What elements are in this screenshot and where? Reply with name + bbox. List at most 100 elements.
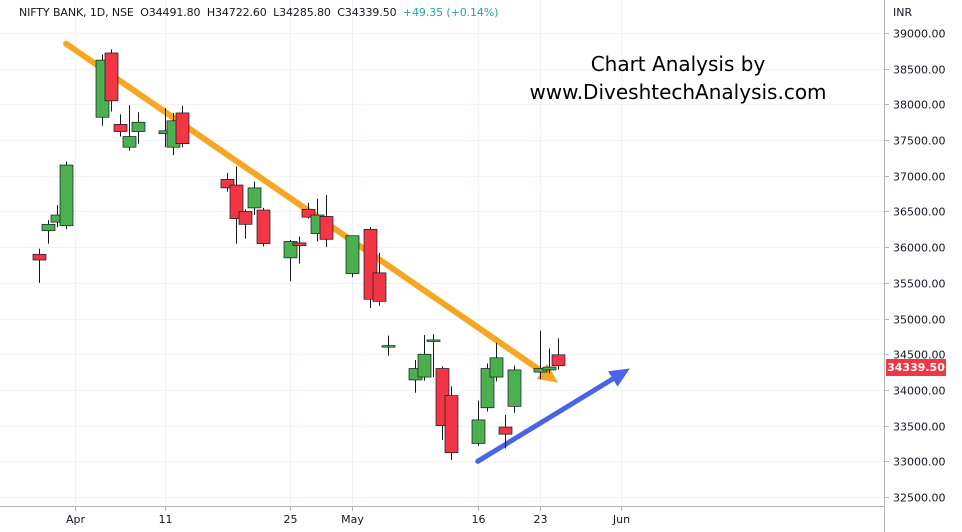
candle xyxy=(256,207,271,247)
candle xyxy=(345,235,360,278)
candle-body-down xyxy=(32,253,47,261)
candle-body-down xyxy=(444,395,459,454)
candle xyxy=(301,202,316,219)
trend-arrow[interactable] xyxy=(63,40,559,383)
candle xyxy=(238,209,253,239)
candle-body-up xyxy=(247,187,262,209)
candle xyxy=(498,414,513,449)
time-tick-label: 16 xyxy=(472,513,486,526)
candles xyxy=(32,49,566,460)
legend-high: H34722.60 xyxy=(206,6,267,19)
candle xyxy=(122,105,137,151)
price-tick-label: 35500.00 xyxy=(893,278,946,291)
price-axis[interactable]: 32500.00 33000.00 33500.00 34000.00 34500.00… xyxy=(884,28,946,505)
candle xyxy=(59,161,74,230)
price-tick-label: 37500.00 xyxy=(893,135,946,148)
price-tick-label: 34000.00 xyxy=(893,385,946,398)
candle xyxy=(292,236,307,264)
candle-body-down xyxy=(175,112,190,144)
candle-body-up xyxy=(381,345,396,348)
candle-body-down xyxy=(551,354,566,367)
candle-body-up xyxy=(471,419,486,444)
candle xyxy=(283,240,298,282)
candle xyxy=(372,252,387,306)
candle-body-up xyxy=(345,235,360,274)
price-tick-label: 34500.00 xyxy=(893,349,946,362)
candle-body-down xyxy=(220,178,235,189)
time-tick-label: 25 xyxy=(284,513,298,526)
candle-body-up xyxy=(122,136,137,148)
candle xyxy=(104,49,119,112)
candle-body-up xyxy=(417,353,432,378)
price-tick-label: 36000.00 xyxy=(893,242,946,255)
candle xyxy=(551,338,566,370)
candle xyxy=(319,195,334,248)
candle xyxy=(381,335,396,356)
candle xyxy=(533,330,548,380)
candle-body-up xyxy=(533,368,548,373)
candle xyxy=(426,334,441,378)
candle xyxy=(175,105,190,148)
price-tick-label: 35000.00 xyxy=(893,314,946,327)
candle-body-down xyxy=(301,208,316,218)
price-tick-label: 37000.00 xyxy=(893,171,946,184)
time-tick-label: May xyxy=(341,513,364,526)
price-tick-label: 38500.00 xyxy=(893,64,946,77)
candle xyxy=(32,248,47,283)
candle-body-up xyxy=(426,339,441,342)
price-tick-label: 36500.00 xyxy=(893,206,946,219)
candle xyxy=(444,386,459,460)
last-price-label: 34339.50 xyxy=(886,359,946,376)
candle xyxy=(247,181,262,216)
annotation-line-1: Chart Analysis by xyxy=(590,52,766,76)
price-axis-currency: INR xyxy=(893,6,913,19)
legend-change: +49.35 (+0.14%) xyxy=(402,6,499,19)
candle xyxy=(113,114,128,137)
time-tick-label: 11 xyxy=(159,513,173,526)
trend-arrowhead xyxy=(608,368,630,387)
candle xyxy=(507,365,522,413)
candle xyxy=(489,342,504,382)
candle xyxy=(471,400,486,446)
candle xyxy=(229,166,244,244)
candle-body-down xyxy=(238,211,253,225)
candle-body-up xyxy=(542,366,557,371)
candle-body-up xyxy=(41,223,56,232)
trend-lines[interactable] xyxy=(63,40,630,464)
time-tick-label: Jun xyxy=(612,513,630,526)
candle xyxy=(480,363,495,412)
time-tick-label: Apr xyxy=(66,513,86,526)
candle-body-down xyxy=(229,184,244,219)
legend-close: C34339.50 xyxy=(337,6,397,19)
time-tick-label: 23 xyxy=(534,513,548,526)
candle-body-up xyxy=(59,164,74,227)
chart-annotation: Chart Analysis by www.DiveshtechAnalysis… xyxy=(498,50,858,106)
time-axis[interactable]: Apr 11 25 May 16 23 Jun xyxy=(66,506,630,526)
trend-line[interactable] xyxy=(63,40,545,375)
candle-body-down xyxy=(319,216,334,240)
candle-body-up xyxy=(489,357,504,378)
candle-body-up xyxy=(131,121,146,132)
candle xyxy=(220,172,235,192)
candle-body-down xyxy=(292,242,307,247)
candle xyxy=(41,220,56,244)
trend-line[interactable] xyxy=(475,376,616,464)
candle xyxy=(131,112,146,144)
legend-symbol[interactable]: NIFTY BANK, 1D, NSE xyxy=(19,6,134,19)
price-tick-label: 38000.00 xyxy=(893,99,946,112)
candle-body-down xyxy=(256,209,271,244)
candle-body-down xyxy=(372,272,387,302)
legend-low: L34285.80 xyxy=(273,6,331,19)
trend-arrowhead xyxy=(536,364,559,383)
price-tick-label: 39000.00 xyxy=(893,28,946,41)
candle-body-up xyxy=(480,368,495,409)
candle-body-up xyxy=(507,369,522,407)
candle xyxy=(542,348,557,374)
price-tick-label: 33500.00 xyxy=(893,421,946,434)
candle-body-down xyxy=(104,52,119,102)
candle-body-down xyxy=(498,426,513,435)
price-tick-label: 32500.00 xyxy=(893,492,946,505)
trend-arrow[interactable] xyxy=(475,368,630,464)
candle xyxy=(417,334,432,381)
